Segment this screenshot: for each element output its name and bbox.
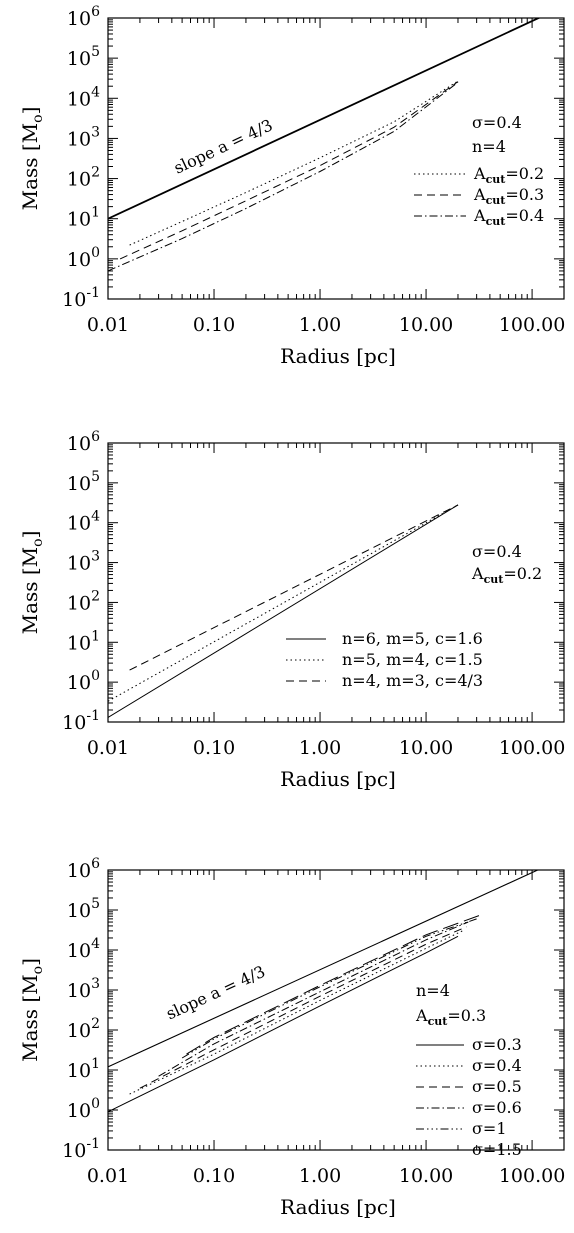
plot-area	[108, 504, 459, 718]
y-tick-label: 102	[67, 165, 100, 191]
chart-panel-2: 0.01 0.10 1.00 10.00 100.00 10-1 100 101 102 103 1…	[18, 429, 565, 791]
legend-label: σ=0.4	[472, 1056, 522, 1075]
series-line-3	[108, 81, 459, 272]
y-tick-label: 104	[67, 936, 100, 962]
x-tick-label: 1.00	[299, 314, 341, 336]
legend-label: n=5, m=4, c=1.5	[342, 650, 483, 669]
y-tick-label: 100	[67, 1096, 100, 1122]
series-line-5	[181, 918, 477, 1059]
annotation-acut: Acut=0.3	[415, 1006, 486, 1028]
legend-label: σ=0.6	[472, 1098, 522, 1117]
y-tick-label: 106	[67, 429, 100, 455]
x-tick-label: 0.01	[87, 737, 129, 759]
y-tick-label: 101	[67, 628, 100, 654]
y-axis-title: Mass [Mo]	[18, 958, 46, 1062]
y-tick-label: 100	[67, 245, 100, 271]
legend-label: n=6, m=5, c=1.6	[342, 629, 483, 648]
series-line-2	[119, 81, 459, 260]
plot-frame	[107, 869, 565, 1151]
x-tick-label: 0.01	[87, 314, 129, 336]
y-axis-title: Mass [Mo]	[18, 531, 46, 635]
annotation: n=4	[472, 137, 506, 156]
y-tick-label: 106	[67, 856, 100, 882]
plot-area	[108, 18, 541, 272]
x-axis-title: Radius [pc]	[280, 767, 396, 791]
x-tick-label: 1.00	[299, 737, 341, 759]
annotation: σ=0.4	[472, 542, 522, 561]
x-tick-label: 0.10	[193, 314, 235, 336]
legend-label: Acut=0.2	[473, 164, 544, 186]
x-axis-title: Radius [pc]	[280, 1195, 396, 1219]
chart-panel-3: 0.01 0.10 1.00 10.00 100.00 10-1 100 101 102 103 1…	[18, 856, 565, 1219]
annotation: n=4	[416, 981, 450, 1000]
legend-label: σ=0.5	[472, 1077, 522, 1096]
x-tick-label: 1.00	[299, 1165, 341, 1187]
annotation-acut: Acut=0.2	[471, 564, 542, 586]
reference-line-label: slope a = 4/3	[171, 115, 276, 177]
plot-frame	[107, 17, 565, 300]
y-tick-label: 105	[67, 469, 100, 495]
x-tick-label: 0.01	[87, 1165, 129, 1187]
x-tick-label: 100.00	[499, 737, 565, 759]
y-tick-label: 103	[67, 124, 100, 150]
reference-line	[108, 870, 540, 1068]
series-line-1	[108, 504, 459, 718]
series-line-3	[139, 926, 467, 1089]
y-tick-label: 104	[67, 509, 100, 535]
y-tick-label: 101	[67, 1056, 100, 1082]
x-tick-label: 10.00	[399, 314, 453, 336]
reference-line	[108, 18, 541, 220]
y-tick-label: 100	[67, 668, 100, 694]
x-tick-label: 100.00	[499, 314, 565, 336]
y-tick-label: 101	[67, 205, 100, 231]
y-axis-title: Mass [Mo]	[18, 107, 46, 211]
y-tick-label: 106	[67, 4, 100, 30]
legend-label: Acut=0.3	[473, 185, 544, 207]
plot-frame	[107, 442, 565, 723]
series-line-2	[108, 504, 459, 702]
series-line-1	[108, 935, 459, 1113]
x-axis-title: Radius [pc]	[280, 344, 396, 368]
x-tick-label: 10.00	[399, 1165, 453, 1187]
x-tick-label: 0.10	[193, 1165, 235, 1187]
x-tick-label: 0.10	[193, 737, 235, 759]
legend-label: σ=1.5	[472, 1140, 522, 1159]
x-tick-label: 10.00	[399, 737, 453, 759]
y-tick-label: 102	[67, 1016, 100, 1042]
y-tick-label: 105	[67, 896, 100, 922]
y-tick-label: 10-1	[62, 285, 100, 311]
y-tick-label: 10-1	[62, 1136, 100, 1162]
x-tick-label: 100.00	[499, 1165, 565, 1187]
y-tick-label: 104	[67, 84, 100, 110]
legend-label: n=4, m=3, c=4/3	[342, 671, 483, 690]
series-line-3	[129, 504, 459, 671]
series-line-4	[158, 921, 469, 1077]
chart-panel-1: 0.01 0.10 1.00 10.00 100.00 10-1 100 101 102 103 1…	[18, 4, 565, 368]
legend: σ=0.3 σ=0.4 σ=0.5 σ=0.6 σ=1 σ=1.5	[416, 1035, 522, 1159]
y-tick-label: 105	[67, 44, 100, 70]
y-tick-label: 103	[67, 549, 100, 575]
legend: n=6, m=5, c=1.6 n=5, m=4, c=1.5 n=4, m=3, …	[286, 629, 483, 690]
legend-label: Acut=0.4	[473, 206, 544, 228]
series-line-6	[186, 913, 484, 1055]
annotation: σ=0.4	[472, 113, 522, 132]
reference-line-label: slope a = 4/3	[163, 962, 268, 1024]
y-tick-label: 10-1	[62, 708, 100, 734]
legend-label: σ=1	[472, 1119, 507, 1138]
y-tick-label: 102	[67, 588, 100, 614]
series-line-2	[129, 930, 463, 1095]
y-tick-label: 103	[67, 976, 100, 1002]
legend-label: σ=0.3	[472, 1035, 522, 1054]
plot-area	[108, 870, 540, 1113]
